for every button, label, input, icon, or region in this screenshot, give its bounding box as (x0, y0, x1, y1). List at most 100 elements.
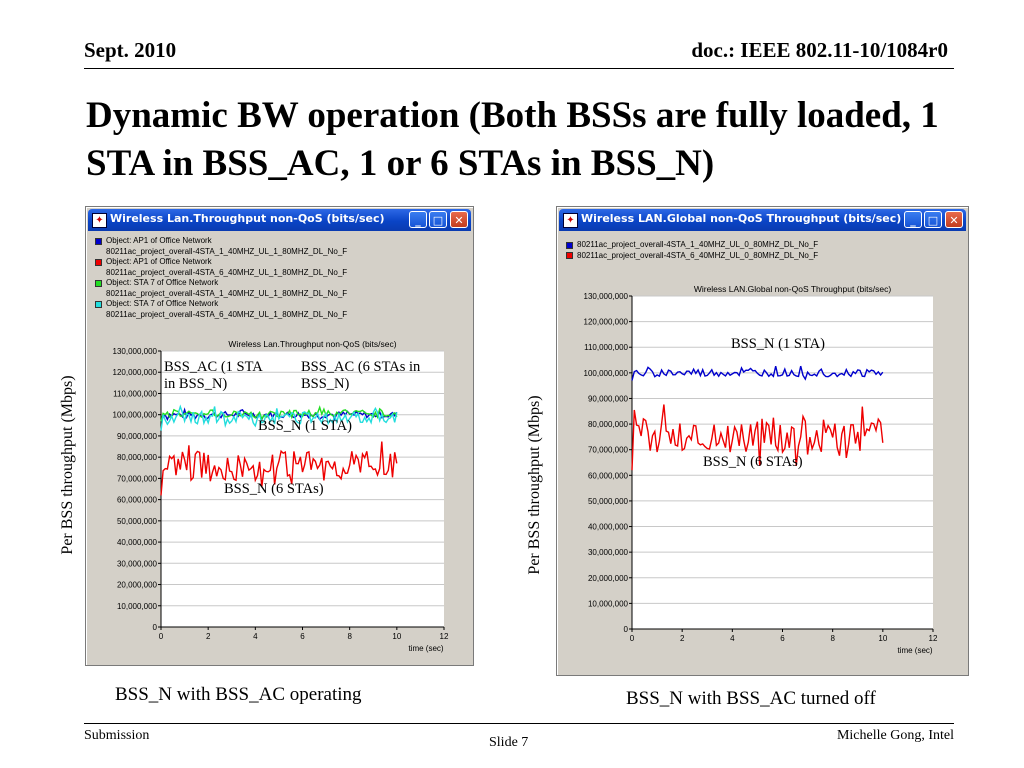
y-tick-label: 60,000,000 (588, 471, 629, 480)
right-y-axis-label: Per BSS throughput (Mbps) (526, 395, 543, 575)
header-doc-id: doc.: IEEE 802.11-10/1084r0 (691, 38, 948, 62)
maximize-button[interactable]: □ (429, 211, 447, 228)
legend-swatch (566, 252, 573, 259)
legend-entry: Object: AP1 of Office Network (86, 236, 473, 247)
x-tick-label: 6 (300, 632, 305, 641)
legend-label: 80211ac_project_overall-4STA_1_40MHZ_UL_… (577, 240, 819, 249)
series-line (631, 365, 884, 381)
y-tick-label: 110,000,000 (584, 343, 628, 352)
header-date: Sept. 2010 (84, 38, 177, 62)
y-tick-label: 30,000,000 (588, 548, 629, 557)
legend-swatch (95, 258, 102, 266)
legend-label: 80211ac_project_overall-4STA_6_40MHZ_UL_… (106, 267, 348, 277)
plot-area (632, 296, 933, 629)
x-tick-label: 2 (206, 632, 211, 641)
x-axis-label: time (sec) (897, 646, 932, 655)
legend-entry: 80211ac_project_overall-4STA_6_40MHZ_UL_… (86, 310, 473, 321)
legend-entry: Object: AP1 of Office Network (86, 257, 473, 268)
anno-line: in BSS_N) (164, 376, 228, 392)
right-window-titlebar[interactable]: ✦ Wireless LAN.Global non-QoS Throughput… (559, 209, 966, 231)
anno-line: BSS_AC (1 STA (164, 359, 263, 375)
y-tick-label: 80,000,000 (117, 453, 158, 462)
slide-title: Dynamic BW operation (Both BSSs are full… (86, 95, 939, 184)
y-tick-label: 90,000,000 (588, 394, 629, 403)
y-tick-label: 70,000,000 (588, 446, 629, 455)
plot-area (161, 351, 444, 627)
right-anno-bss-n-6sta: BSS_N (6 STAs) (703, 454, 803, 470)
y-tick-label: 60,000,000 (117, 496, 158, 505)
legend-label: 80211ac_project_overall-4STA_1_40MHZ_UL_… (106, 288, 348, 298)
legend-entry: 80211ac_project_overall-4STA_6_40MHZ_UL_… (86, 268, 473, 279)
y-tick-label: 30,000,000 (117, 559, 158, 568)
x-axis-label: time (sec) (408, 644, 443, 653)
series-line (160, 404, 398, 431)
legend-entry: Object: STA 7 of Office Network (86, 299, 473, 310)
legend-entry: 80211ac_project_overall-4STA_1_40MHZ_UL_… (86, 247, 473, 258)
legend-label: Object: AP1 of Office Network (106, 257, 212, 266)
x-tick-label: 4 (253, 632, 258, 641)
minimize-button[interactable]: _ (409, 211, 427, 228)
right-anno-bss-n-1sta: BSS_N (1 STA) (731, 336, 825, 352)
left-caption: BSS_N with BSS_AC operating (115, 684, 362, 705)
y-tick-label: 130,000,000 (584, 292, 629, 301)
left-anno-bss-ac-6sta: BSS_AC (6 STAs in BSS_N) (301, 359, 420, 393)
y-tick-label: 10,000,000 (588, 599, 629, 608)
window-app-icon: ✦ (563, 213, 578, 228)
minimize-button[interactable]: _ (904, 211, 922, 228)
y-tick-label: 50,000,000 (117, 517, 158, 526)
legend-entry: Object: STA 7 of Office Network (86, 278, 473, 289)
x-tick-label: 12 (440, 632, 449, 641)
anno-line: BSS_N) (301, 376, 350, 392)
close-button[interactable]: ✕ (450, 211, 468, 228)
series-line (160, 441, 398, 496)
legend-label: 80211ac_project_overall-4STA_1_40MHZ_UL_… (106, 246, 348, 256)
left-anno-bss-n-6sta: BSS_N (6 STAs) (224, 481, 324, 497)
footer-slide-number: Slide 7 (489, 735, 529, 750)
x-tick-label: 2 (680, 634, 685, 643)
x-tick-label: 8 (830, 634, 835, 643)
left-chart-window[interactable]: ✦ Wireless Lan.Throughput non-QoS (bits/… (85, 206, 474, 666)
right-legend: 80211ac_project_overall-4STA_1_40MHZ_UL_… (557, 240, 968, 261)
legend-label: 80211ac_project_overall-4STA_6_40MHZ_UL_… (106, 309, 348, 319)
legend-swatch (95, 279, 102, 287)
footer-rule (84, 723, 954, 724)
left-chart-svg: Wireless Lan.Throughput non-QoS (bits/se… (113, 339, 449, 653)
footer-author: Michelle Gong, Intel (836, 728, 954, 743)
y-tick-label: 110,000,000 (113, 389, 157, 398)
right-window-title: Wireless LAN.Global non-QoS Throughput (… (581, 212, 902, 225)
legend-entry: 80211ac_project_overall-4STA_1_40MHZ_UL_… (557, 240, 968, 251)
y-tick-label: 40,000,000 (117, 538, 158, 547)
right-chart-svg: Wireless LAN.Global non-QoS Throughput (… (584, 284, 938, 655)
y-tick-label: 10,000,000 (117, 602, 158, 611)
x-tick-label: 10 (878, 634, 887, 643)
series-line (631, 404, 884, 471)
y-tick-label: 70,000,000 (117, 474, 158, 483)
left-legend: Object: AP1 of Office Network 80211ac_pro… (86, 236, 473, 320)
y-tick-label: 120,000,000 (113, 368, 158, 377)
chart-title: Wireless LAN.Global non-QoS Throughput (… (694, 284, 891, 294)
right-caption: BSS_N with BSS_AC turned off (626, 688, 876, 709)
x-tick-label: 12 (929, 634, 938, 643)
left-window-title: Wireless Lan.Throughput non-QoS (bits/se… (110, 212, 385, 225)
y-tick-label: 120,000,000 (584, 318, 629, 327)
header-rule (84, 68, 954, 69)
y-tick-label: 90,000,000 (117, 432, 158, 441)
maximize-button[interactable]: □ (924, 211, 942, 228)
footer-submission: Submission (84, 728, 150, 743)
left-window-titlebar[interactable]: ✦ Wireless Lan.Throughput non-QoS (bits/… (88, 209, 471, 231)
y-tick-label: 80,000,000 (588, 420, 629, 429)
x-tick-label: 4 (730, 634, 735, 643)
legend-entry: 80211ac_project_overall-4STA_1_40MHZ_UL_… (86, 289, 473, 300)
right-chart-window[interactable]: ✦ Wireless LAN.Global non-QoS Throughput… (556, 206, 969, 676)
x-tick-label: 6 (780, 634, 785, 643)
y-tick-label: 100,000,000 (584, 369, 629, 378)
window-app-icon: ✦ (92, 213, 107, 228)
y-tick-label: 130,000,000 (113, 347, 158, 356)
y-tick-label: 20,000,000 (117, 581, 158, 590)
left-anno-bss-ac-1sta: BSS_AC (1 STA in BSS_N) (164, 359, 263, 393)
anno-line: BSS_AC (6 STAs in (301, 359, 421, 375)
y-tick-label: 40,000,000 (588, 523, 629, 532)
close-button[interactable]: ✕ (945, 211, 963, 228)
x-tick-label: 0 (159, 632, 164, 641)
chart-title: Wireless Lan.Throughput non-QoS (bits/se… (228, 339, 396, 349)
